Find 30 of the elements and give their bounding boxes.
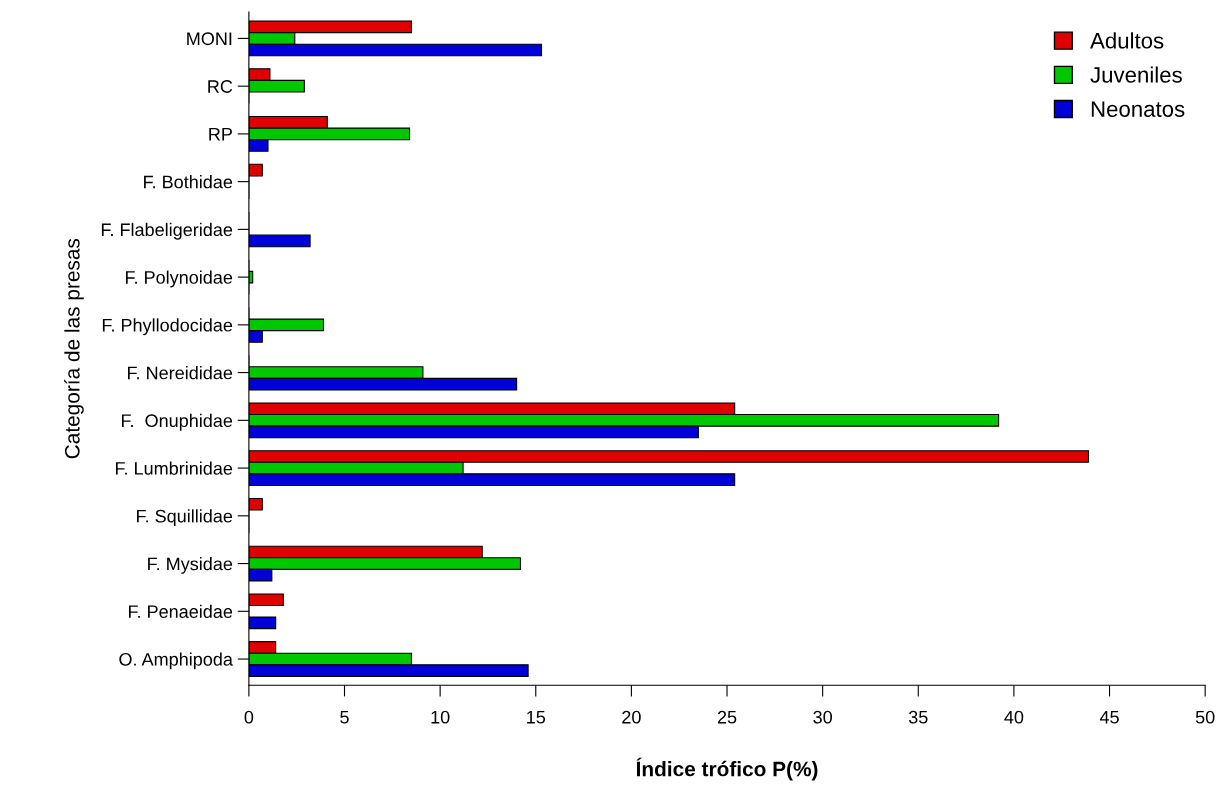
y-tick-label: F. Nereididae [128, 366, 233, 380]
x-tick-label: 10 [431, 710, 450, 724]
legend-label: Adultos [1090, 32, 1164, 49]
y-tick-label: RP [209, 128, 232, 141]
y-tick-label: F. Bothidae [144, 175, 233, 189]
x-tick-label: 25 [717, 710, 737, 724]
x-tick-label: 50 [1195, 710, 1215, 724]
x-tick-label: 40 [1004, 710, 1024, 724]
y-tick-label: F. Onuphidae [121, 413, 233, 431]
x-tick-label: 20 [622, 710, 641, 724]
y-tick-label: F. Lumbrinidae [115, 461, 233, 475]
y-tick-label: F. Squillidae [137, 509, 233, 527]
y-tick-label: F. Penaeidae [129, 604, 233, 619]
y-tick-label: O. Amphipoda [119, 652, 233, 670]
legend-label: Juveniles [1090, 66, 1182, 83]
y-tick-label: MONI [187, 32, 232, 46]
x-tick-label: 30 [813, 710, 832, 724]
y-tick-label: RC [208, 80, 233, 93]
x-tick-label: 35 [908, 710, 928, 724]
x-tick-label: 15 [527, 710, 546, 724]
y-axis-title: Categoría de las presas [64, 238, 84, 459]
y-tick-label: F. Flabeligeridae [101, 222, 233, 240]
y-tick-label: F. Mysidae [148, 557, 233, 574]
y-tick-label: F. Polynoidae [126, 270, 233, 288]
y-tick-label: F. Phyllodocidae [102, 318, 233, 336]
x-tick-label: 5 [340, 710, 349, 724]
legend-label: Neonatos [1091, 101, 1185, 117]
x-axis-title: Índice trófico P(%) [636, 757, 818, 781]
x-tick-label: 0 [244, 710, 254, 724]
x-tick-label: 45 [1099, 710, 1119, 724]
